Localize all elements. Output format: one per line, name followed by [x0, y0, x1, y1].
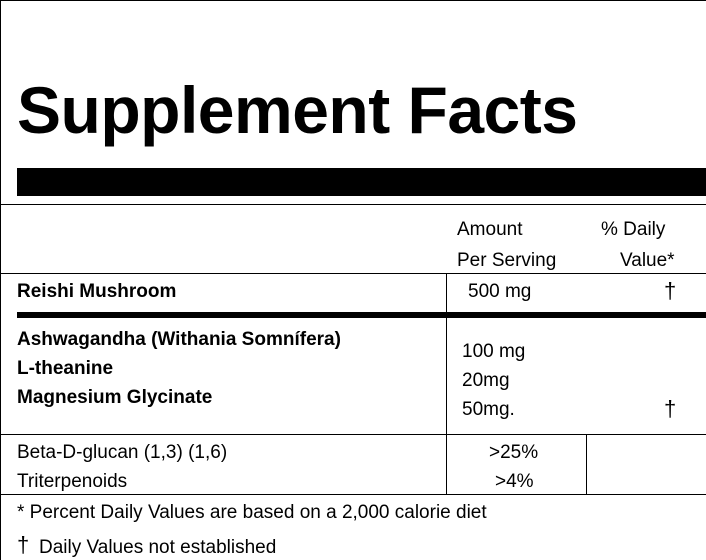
ingredient-name-reishi: Reishi Mushroom — [17, 281, 177, 302]
ingredient-amount-magnesium: 50mg. — [462, 399, 515, 420]
section-thick-divider — [17, 312, 706, 318]
column-divider-group3-right — [586, 434, 587, 494]
amount-header-line1: Amount — [457, 219, 523, 240]
footnote-dagger-symbol: † — [17, 532, 30, 557]
dv-header-line2: Value* — [620, 250, 675, 271]
footnote-dv-not-established: Daily Values not established — [39, 537, 277, 558]
amount-header-line2: Per Serving — [457, 250, 557, 271]
panel-title: Supplement Facts — [17, 73, 578, 147]
column-divider-group3-left — [446, 434, 447, 494]
ingredient-name-magnesium: Magnesium Glycinate — [17, 387, 213, 408]
divider-group3-top — [1, 434, 706, 435]
title-thick-bar — [17, 168, 706, 196]
ingredient-name-triterpenoids: Triterpenoids — [17, 471, 128, 492]
ingredient-amount-triterpenoids: >4% — [495, 471, 534, 492]
ingredient-name-ashwagandha: Ashwagandha (Withania Somnífera) — [17, 329, 341, 350]
ingredient-amount-reishi: 500 mg — [468, 281, 532, 302]
divider-footnotes-top — [1, 494, 706, 495]
ingredient-name-beta-glucan: Beta-D-glucan (1,3) (1,6) — [17, 442, 228, 463]
ingredient-amount-beta-glucan: >25% — [489, 442, 539, 463]
ingredient-name-l-theanine: L-theanine — [17, 358, 114, 379]
column-divider-group2 — [446, 318, 447, 435]
ingredient-amount-l-theanine: 20mg — [462, 370, 510, 391]
dv-header-line1: % Daily — [601, 219, 666, 240]
footnote-percent-daily-values: * Percent Daily Values are based on a 2,… — [17, 502, 487, 523]
dagger-symbol-reishi: † — [664, 278, 677, 303]
column-divider-row1 — [446, 273, 447, 313]
dagger-symbol-group2: † — [664, 396, 677, 421]
divider-header — [1, 204, 706, 205]
ingredient-amount-ashwagandha: 100 mg — [462, 341, 526, 362]
divider-row1-top — [1, 273, 706, 274]
